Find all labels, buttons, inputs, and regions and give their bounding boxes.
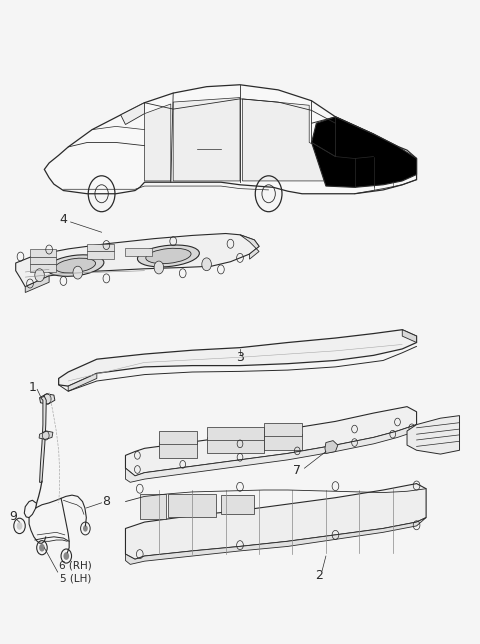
- Polygon shape: [240, 235, 259, 259]
- Bar: [159, 442, 197, 458]
- Circle shape: [83, 526, 88, 532]
- Ellipse shape: [137, 245, 199, 267]
- Bar: [30, 256, 56, 264]
- Text: 4: 4: [60, 213, 67, 226]
- Text: 7: 7: [293, 464, 301, 477]
- Polygon shape: [120, 102, 144, 124]
- Polygon shape: [144, 104, 171, 181]
- Text: 3: 3: [236, 351, 244, 364]
- Polygon shape: [59, 330, 417, 386]
- Bar: [30, 249, 56, 256]
- Polygon shape: [125, 424, 417, 482]
- Bar: [206, 437, 264, 453]
- Bar: [264, 433, 302, 450]
- Polygon shape: [39, 394, 55, 404]
- Polygon shape: [407, 415, 459, 454]
- Text: 8: 8: [102, 495, 110, 508]
- Polygon shape: [125, 406, 417, 476]
- Bar: [168, 495, 216, 517]
- Circle shape: [73, 266, 83, 279]
- Polygon shape: [325, 440, 338, 453]
- Bar: [87, 244, 114, 251]
- Polygon shape: [39, 431, 53, 439]
- Polygon shape: [16, 234, 259, 287]
- Bar: [206, 427, 264, 440]
- Ellipse shape: [146, 249, 191, 263]
- Bar: [264, 423, 302, 436]
- Text: 5 (LH): 5 (LH): [60, 574, 91, 583]
- Polygon shape: [39, 396, 46, 482]
- Polygon shape: [25, 276, 49, 292]
- Polygon shape: [312, 117, 417, 187]
- Circle shape: [39, 544, 45, 551]
- Polygon shape: [402, 330, 417, 343]
- Text: 2: 2: [315, 569, 323, 582]
- Circle shape: [35, 269, 44, 281]
- Bar: [125, 248, 152, 256]
- Text: 6 (RH): 6 (RH): [59, 561, 92, 571]
- Circle shape: [202, 258, 211, 270]
- Ellipse shape: [47, 255, 104, 276]
- Circle shape: [154, 261, 164, 274]
- Circle shape: [17, 522, 23, 530]
- Bar: [221, 495, 254, 515]
- Polygon shape: [125, 484, 426, 559]
- Bar: [140, 495, 166, 519]
- Ellipse shape: [55, 258, 96, 273]
- Polygon shape: [125, 518, 426, 564]
- Bar: [159, 431, 197, 444]
- Text: 9: 9: [10, 510, 17, 523]
- Bar: [30, 264, 56, 272]
- Polygon shape: [242, 99, 336, 181]
- Polygon shape: [44, 85, 417, 194]
- Polygon shape: [173, 98, 240, 181]
- Bar: [87, 251, 114, 259]
- Text: 1: 1: [28, 381, 36, 394]
- Circle shape: [63, 552, 69, 560]
- Polygon shape: [68, 374, 97, 392]
